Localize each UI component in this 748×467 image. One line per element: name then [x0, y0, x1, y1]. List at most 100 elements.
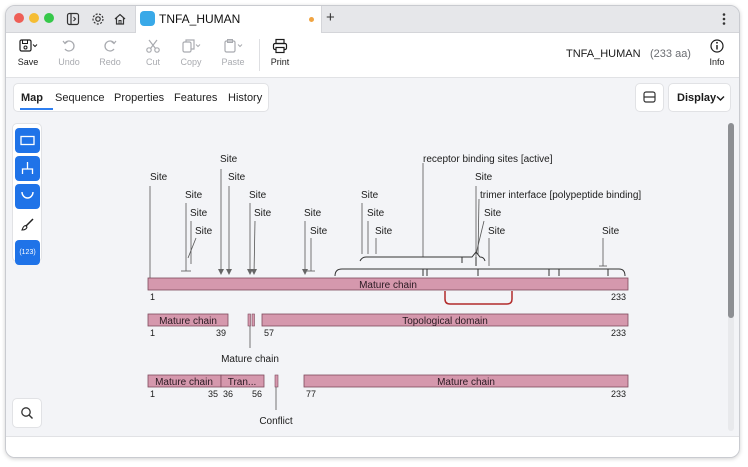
end-position: 233 — [611, 292, 626, 302]
site-label: Site — [190, 208, 208, 219]
active-tab-indicator — [20, 108, 53, 110]
copy-icon — [182, 39, 201, 53]
numbering-tool[interactable]: (123) — [15, 240, 40, 265]
tab-map[interactable]: Map — [21, 92, 43, 104]
topological-domain-feature[interactable] — [261, 313, 629, 327]
mature-chain-marker[interactable] — [247, 313, 251, 327]
print-button[interactable]: Print — [260, 38, 300, 74]
trimer-interface-label: trimer interface [polypeptide binding] — [480, 190, 641, 201]
mature-chain-feature[interactable] — [147, 277, 629, 291]
site-label: Site — [228, 172, 246, 183]
maximize-dot[interactable] — [44, 13, 54, 23]
copy-label: Copy — [180, 57, 202, 67]
minimize-dot[interactable] — [29, 13, 39, 23]
mature-chain-feature[interactable] — [147, 313, 229, 327]
start-position: 1 — [150, 389, 155, 399]
rectangle-tool[interactable] — [15, 128, 40, 153]
site-label: Site — [249, 190, 267, 201]
toolbar: Save Undo Redo Cut Copy Paste Print TNFA… — [6, 33, 739, 78]
cut-icon — [146, 39, 160, 53]
tab-logo-icon — [140, 11, 155, 26]
info-icon — [710, 39, 724, 53]
brush-icon — [21, 218, 34, 231]
end-position: 233 — [611, 328, 626, 338]
document-length: (233 aa) — [650, 48, 691, 60]
conflict-marker[interactable] — [274, 374, 279, 388]
feature-label: Mature chain — [359, 280, 417, 291]
display-label: Display — [677, 92, 717, 104]
paste-button[interactable]: Paste — [213, 38, 253, 74]
search-button[interactable] — [12, 398, 42, 428]
more-icon[interactable] — [715, 10, 733, 28]
site-label: Site — [310, 226, 328, 237]
gear-icon[interactable] — [89, 10, 107, 28]
cut-label: Cut — [145, 57, 160, 67]
arc-tool[interactable] — [15, 184, 40, 209]
scroll-thumb[interactable] — [728, 123, 734, 318]
unsaved-dot — [309, 17, 314, 22]
rectangle-tool-icon — [20, 135, 35, 146]
site-label: Site — [475, 172, 493, 183]
site-label: Site — [220, 154, 238, 165]
mature-chain-feature[interactable] — [303, 374, 629, 388]
home-icon[interactable] — [111, 10, 129, 28]
print-icon — [272, 38, 288, 54]
save-button[interactable]: Save — [8, 38, 48, 74]
undo-button[interactable]: Undo — [49, 38, 89, 74]
close-dot[interactable] — [14, 13, 24, 23]
site-label: Site — [367, 208, 385, 219]
site-label: Site — [150, 172, 168, 183]
start-position: 36 — [223, 389, 233, 399]
tab-features[interactable]: Features — [174, 92, 218, 104]
cut-button[interactable]: Cut — [133, 38, 173, 74]
tree-tool-icon — [21, 162, 34, 174]
copy-button[interactable]: Copy — [171, 38, 211, 74]
mature-chain-marker[interactable] — [251, 313, 255, 327]
receptor-binding-label: receptor binding sites [active] — [423, 154, 553, 165]
tab-tnfa-human[interactable]: TNFA_HUMAN — [135, 6, 322, 33]
document-title: TNFA_HUMAN — [566, 48, 641, 60]
end-position: 39 — [216, 328, 226, 338]
feature-label: Topological domain — [402, 316, 488, 327]
redo-icon — [104, 40, 117, 52]
info-button[interactable]: Info — [697, 38, 737, 74]
numbering-label: (123) — [19, 249, 36, 256]
new-tab-button[interactable]: + — [326, 9, 335, 26]
app-window: TNFA_HUMAN + Save Undo Redo Cut Copy — [5, 5, 740, 458]
vertical-scrollbar[interactable] — [728, 123, 734, 431]
layout-icon — [643, 91, 656, 103]
site-label: Site — [195, 226, 213, 237]
display-dropdown[interactable]: Display — [668, 83, 731, 112]
site-label: Site — [185, 190, 203, 201]
redo-label: Redo — [99, 57, 121, 67]
save-icon — [19, 39, 38, 52]
site-label: Site — [304, 208, 322, 219]
red-bracket — [444, 291, 513, 305]
redo-button[interactable]: Redo — [90, 38, 130, 74]
tab-history[interactable]: History — [228, 92, 263, 104]
feature-label: Mature chain — [155, 377, 213, 388]
start-position: 1 — [150, 292, 155, 302]
arc-tool-icon — [21, 191, 34, 199]
toolbar-divider — [259, 39, 260, 71]
tab-sequence[interactable]: Sequence — [55, 92, 105, 104]
tree-tool[interactable] — [15, 156, 40, 181]
sidebar-toggle-icon[interactable] — [64, 10, 82, 28]
layout-button[interactable] — [635, 83, 664, 112]
info-label: Info — [709, 57, 725, 67]
site-label: Site — [602, 226, 620, 237]
tool-palette: (123) — [12, 123, 42, 265]
paste-label: Paste — [221, 57, 245, 67]
brush-tool[interactable] — [15, 212, 40, 237]
tab-properties[interactable]: Properties — [114, 92, 165, 104]
print-label: Print — [270, 57, 290, 67]
site-label: Site — [254, 208, 272, 219]
bottom-bar — [6, 436, 739, 457]
view-tabs: Map Sequence Properties Features History — [13, 83, 269, 112]
transmembrane-feature[interactable] — [220, 374, 265, 388]
feature-label: Mature chain — [437, 377, 495, 388]
site-label: Site — [361, 190, 379, 201]
conflict-callout: Conflict — [259, 416, 293, 427]
feature-map: Site Site Site Site Site Site Site Site … — [147, 154, 641, 427]
undo-icon — [62, 40, 75, 52]
